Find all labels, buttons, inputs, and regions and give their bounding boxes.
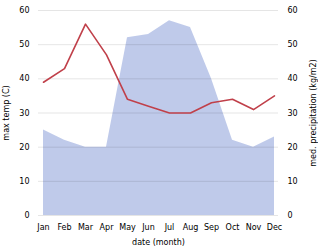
- svg-text:30: 30: [288, 109, 298, 118]
- svg-text:40: 40: [19, 74, 29, 83]
- svg-text:Nov: Nov: [246, 223, 262, 232]
- svg-text:50: 50: [288, 40, 298, 49]
- svg-text:Sep: Sep: [204, 223, 219, 232]
- svg-text:40: 40: [288, 74, 298, 83]
- svg-text:max temp (C): max temp (C): [2, 85, 11, 140]
- svg-text:Feb: Feb: [57, 223, 71, 232]
- svg-text:Jun: Jun: [141, 223, 155, 232]
- svg-text:50: 50: [19, 40, 29, 49]
- svg-text:60: 60: [288, 6, 298, 15]
- svg-text:Jul: Jul: [164, 223, 175, 232]
- svg-text:0: 0: [288, 211, 293, 220]
- svg-text:Apr: Apr: [100, 223, 115, 232]
- svg-text:Mar: Mar: [78, 223, 94, 232]
- svg-text:May: May: [119, 223, 136, 232]
- svg-text:10: 10: [19, 177, 29, 186]
- svg-text:Oct: Oct: [226, 223, 240, 232]
- svg-text:date (month): date (month): [132, 238, 185, 247]
- svg-text:med. precipitation (kg/m2): med. precipitation (kg/m2): [309, 59, 318, 166]
- svg-text:0: 0: [24, 211, 29, 220]
- svg-text:Aug: Aug: [183, 223, 199, 232]
- svg-text:Dec: Dec: [267, 223, 282, 232]
- svg-text:20: 20: [19, 143, 29, 152]
- svg-text:30: 30: [19, 109, 29, 118]
- svg-text:10: 10: [288, 177, 298, 186]
- svg-text:Jan: Jan: [36, 223, 49, 232]
- svg-text:20: 20: [288, 143, 298, 152]
- svg-text:60: 60: [19, 6, 29, 15]
